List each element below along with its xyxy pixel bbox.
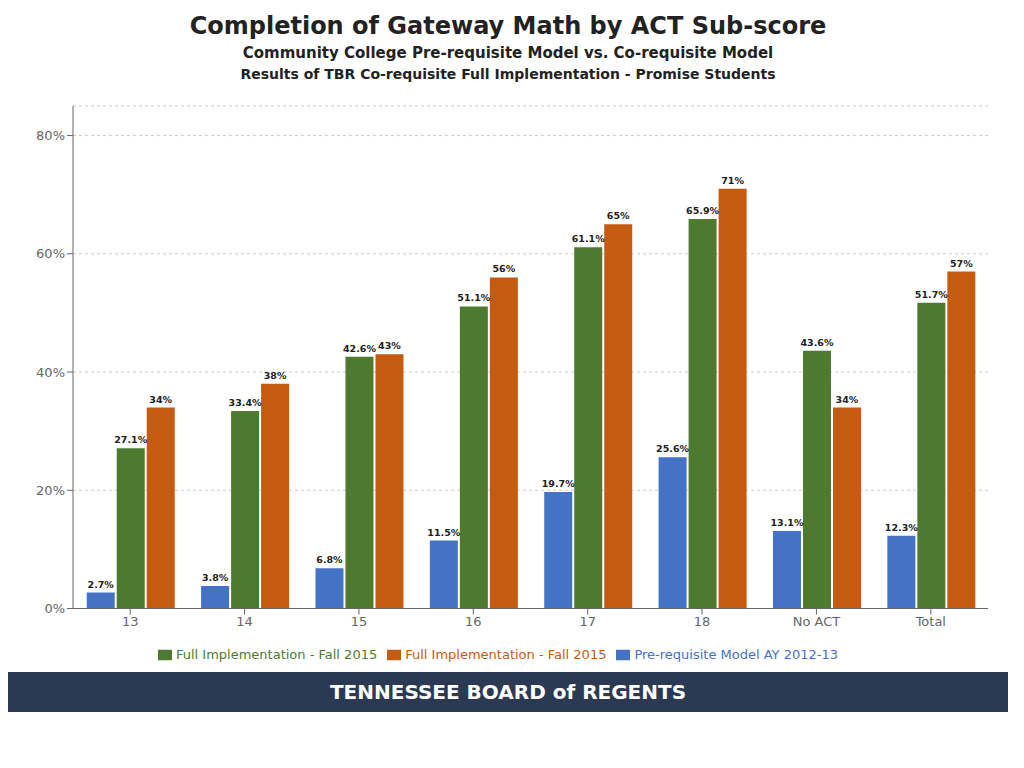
svg-text:15: 15: [351, 614, 368, 629]
svg-text:71%: 71%: [721, 175, 744, 186]
html-text:Full Implementation - Fall 201: Full Implementation - Fall 2015: [405, 646, 607, 662]
svg-text:43.6%: 43.6%: [800, 337, 833, 348]
svg-text:60%: 60%: [36, 246, 65, 261]
svg-text:56%: 56%: [492, 263, 515, 274]
svg-text:42.6%: 42.6%: [343, 343, 376, 354]
svg-text:2.7%: 2.7%: [88, 579, 115, 590]
svg-text:13.1%: 13.1%: [770, 517, 803, 528]
svg-text:12.3%: 12.3%: [885, 522, 918, 533]
svg-text:34%: 34%: [149, 394, 172, 405]
svg-text:51.7%: 51.7%: [915, 289, 948, 300]
html-text:Pre-requisite Model AY 2012-13: Pre-requisite Model AY 2012-13: [634, 646, 838, 662]
svg-text:6.8%: 6.8%: [316, 554, 343, 565]
svg-text:Total: Total: [915, 614, 946, 629]
html-text:TENNESSEE BOARD of REGENTS: TENNESSEE BOARD of REGENTS: [329, 680, 687, 704]
svg-text:20%: 20%: [36, 483, 65, 498]
svg-text:65%: 65%: [607, 210, 630, 221]
svg-text:25.6%: 25.6%: [656, 443, 689, 454]
svg-text:80%: 80%: [36, 128, 65, 143]
svg-text:61.1%: 61.1%: [572, 233, 605, 244]
svg-text:17: 17: [579, 614, 596, 629]
svg-text:11.5%: 11.5%: [427, 527, 460, 538]
svg-text:27.1%: 27.1%: [114, 434, 147, 445]
svg-text:40%: 40%: [36, 365, 65, 380]
svg-text:34%: 34%: [836, 394, 859, 405]
svg-text:51.1%: 51.1%: [457, 292, 490, 303]
svg-text:18: 18: [694, 614, 711, 629]
svg-text:0%: 0%: [44, 601, 65, 616]
html-text:Full Implementation - Fall 201: Full Implementation - Fall 2015: [176, 646, 378, 662]
svg-text:16: 16: [465, 614, 482, 629]
html-text:Completion of Gateway Math by: Completion of Gateway Math by ACT Sub-sc…: [189, 12, 827, 40]
svg-text:3.8%: 3.8%: [202, 572, 229, 583]
html-text:Results of TBR Co-requisite Fu: Results of TBR Co-requisite Full Impleme…: [240, 66, 776, 82]
svg-text:38%: 38%: [264, 370, 287, 381]
svg-text:65.9%: 65.9%: [686, 205, 719, 216]
svg-text:13: 13: [122, 614, 139, 629]
svg-text:No ACT: No ACT: [793, 614, 841, 629]
svg-text:43%: 43%: [378, 340, 401, 351]
svg-text:57%: 57%: [950, 258, 973, 269]
svg-text:19.7%: 19.7%: [542, 478, 575, 489]
html-text:Community College Pre-requisit: Community College Pre-requisite Model vs…: [242, 44, 774, 62]
svg-text:33.4%: 33.4%: [229, 397, 262, 408]
svg-text:14: 14: [236, 614, 253, 629]
